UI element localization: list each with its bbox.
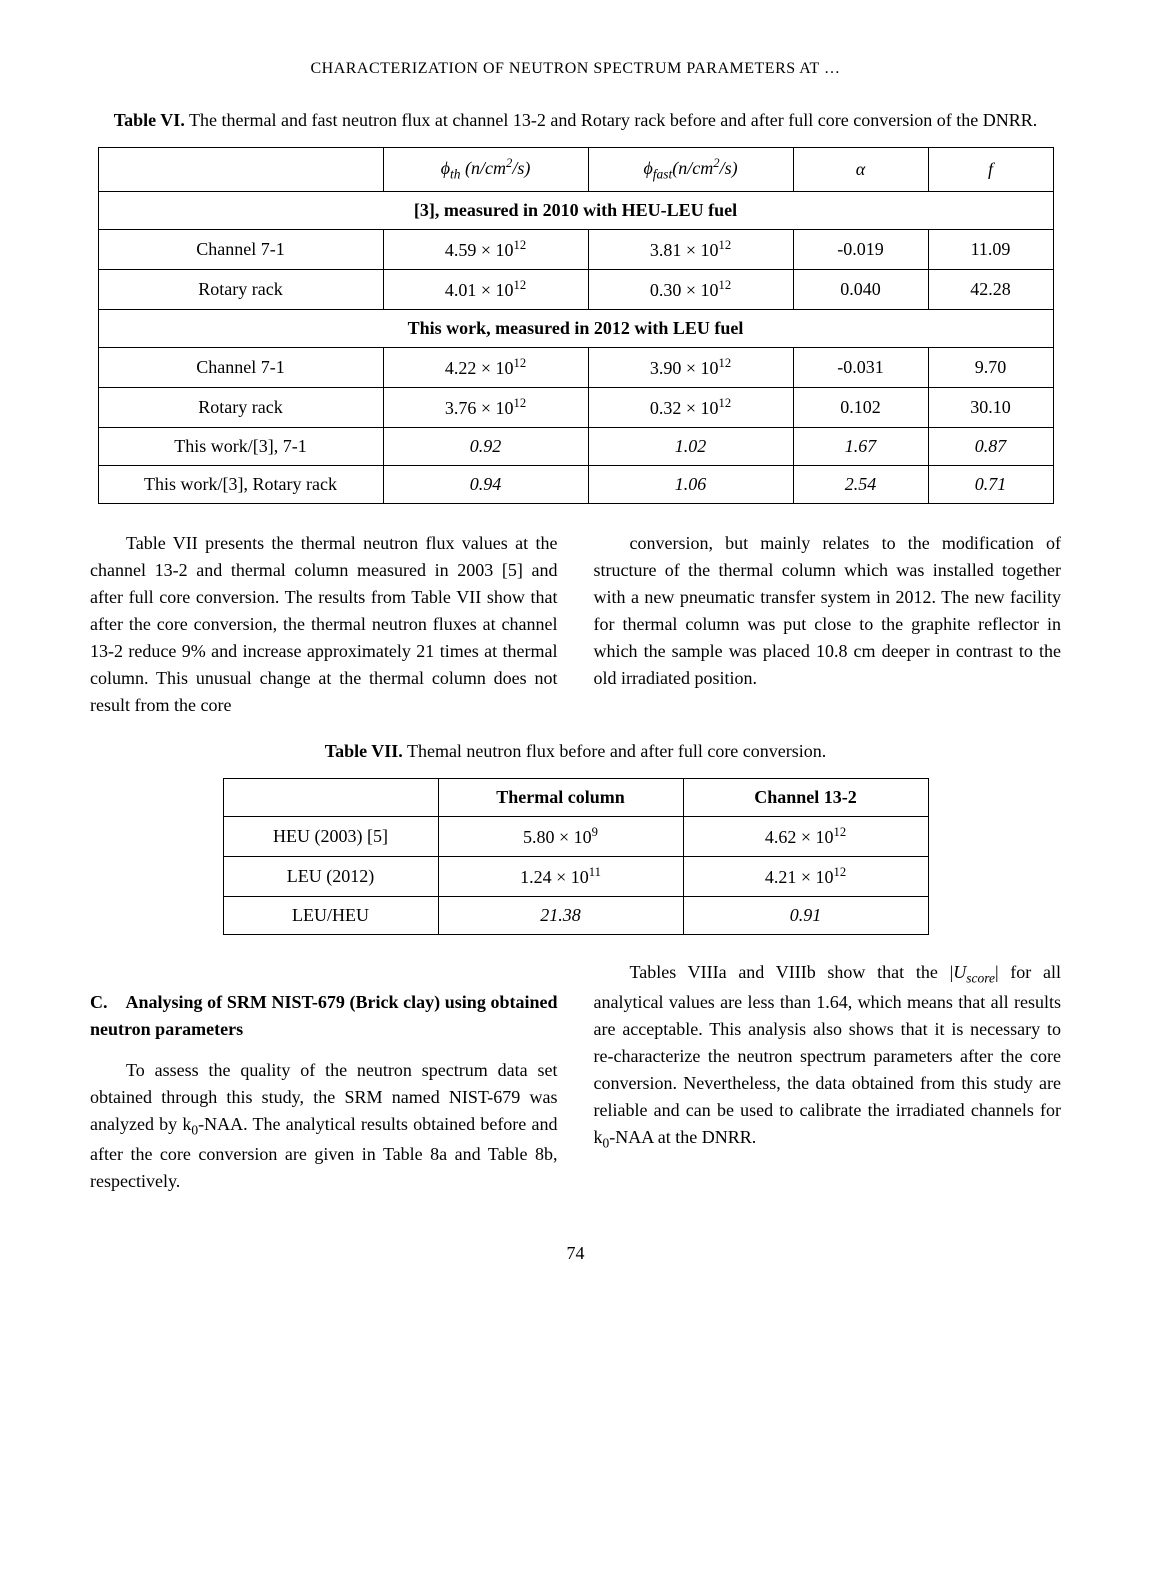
table-6-r1-th: 4.59 × 1012 [383,229,588,269]
table-7-caption-text: Themal neutron flux before and after ful… [407,741,826,761]
table-6-r5-f: 0.87 [928,427,1053,465]
table-7-header-thermal: Thermal column [438,778,683,816]
table-6-r6-alpha: 2.54 [793,465,928,503]
paragraph-2-right: Tables VIIIa and VIIIb show that the |Us… [594,959,1062,1154]
table-6-r2-f: 42.28 [928,269,1053,309]
table-6-r2-alpha: 0.040 [793,269,928,309]
table-6-r2-fast: 0.30 × 1012 [588,269,793,309]
table-7-r1-c3: 4.62 × 1012 [683,816,928,856]
section-c-letter: C. [90,992,108,1012]
table-6-r6-th: 0.94 [383,465,588,503]
table-6-r5-th: 0.92 [383,427,588,465]
table-6-r5-alpha: 1.67 [793,427,928,465]
table-6-header-blank [98,148,383,192]
table-7-r1-c2: 5.80 × 109 [438,816,683,856]
table-6-r5-label: This work/[3], 7-1 [98,427,383,465]
table-6-r3-th: 4.22 × 1012 [383,347,588,387]
paragraph-1-left: Table VII presents the thermal neutron f… [90,530,558,719]
table-6-header-alpha: α [793,148,928,192]
table-6-r4-fast: 0.32 × 1012 [588,387,793,427]
table-7-r2-label: LEU (2012) [223,856,438,896]
table-7-r1-label: HEU (2003) [5] [223,816,438,856]
table-7-r2-c2: 1.24 × 1011 [438,856,683,896]
table-6-section-2: This work, measured in 2012 with LEU fue… [98,309,1053,347]
table-6-r2-label: Rotary rack [98,269,383,309]
table-6-label: Table VI. [114,110,185,130]
table-6-caption-text: The thermal and fast neutron flux at cha… [189,110,1037,130]
table-6-r6-label: This work/[3], Rotary rack [98,465,383,503]
table-6-caption: Table VI. The thermal and fast neutron f… [90,108,1061,133]
table-6-r1-alpha: -0.019 [793,229,928,269]
section-c-title: Analysing of SRM NIST-679 (Brick clay) u… [90,992,558,1039]
table-6-r1-fast: 3.81 × 1012 [588,229,793,269]
table-6-r1-f: 11.09 [928,229,1053,269]
table-7-label: Table VII. [325,741,403,761]
table-7-r3-label: LEU/HEU [223,896,438,934]
table-6-r5-fast: 1.02 [588,427,793,465]
running-header: CHARACTERIZATION OF NEUTRON SPECTRUM PAR… [90,60,1061,78]
page-number: 74 [90,1243,1061,1264]
table-6-r3-label: Channel 7-1 [98,347,383,387]
table-7: Thermal column Channel 13-2 HEU (2003) [… [223,778,929,935]
table-6-r4-f: 30.10 [928,387,1053,427]
table-6-r3-fast: 3.90 × 1012 [588,347,793,387]
table-6-r3-f: 9.70 [928,347,1053,387]
table-6-r4-label: Rotary rack [98,387,383,427]
table-6-r6-fast: 1.06 [588,465,793,503]
section-c-heading: C.Analysing of SRM NIST-679 (Brick clay)… [90,989,558,1043]
table-7-caption: Table VII. Themal neutron flux before an… [90,739,1061,764]
table-7-r2-c3: 4.21 × 1012 [683,856,928,896]
table-6-r4-alpha: 0.102 [793,387,928,427]
table-6-r3-alpha: -0.031 [793,347,928,387]
table-6-r1-label: Channel 7-1 [98,229,383,269]
table-6-r4-th: 3.76 × 1012 [383,387,588,427]
table-6: ϕth (n/cm2/s) ϕfast(n/cm2/s) α f [3], me… [98,147,1054,504]
table-6-header-f: f [928,148,1053,192]
table-6-section-1: [3], measured in 2010 with HEU-LEU fuel [98,191,1053,229]
paragraph-2-left: To assess the quality of the neutron spe… [90,1057,558,1195]
table-7-header-channel: Channel 13-2 [683,778,928,816]
table-6-header-phi-th: ϕth (n/cm2/s) [383,148,588,192]
table-7-header-blank [223,778,438,816]
table-7-r3-c3: 0.91 [683,896,928,934]
paragraph-1-right: conversion, but mainly relates to the mo… [594,530,1062,692]
table-6-header-phi-fast: ϕfast(n/cm2/s) [588,148,793,192]
table-6-r6-f: 0.71 [928,465,1053,503]
table-6-r2-th: 4.01 × 1012 [383,269,588,309]
table-7-r3-c2: 21.38 [438,896,683,934]
